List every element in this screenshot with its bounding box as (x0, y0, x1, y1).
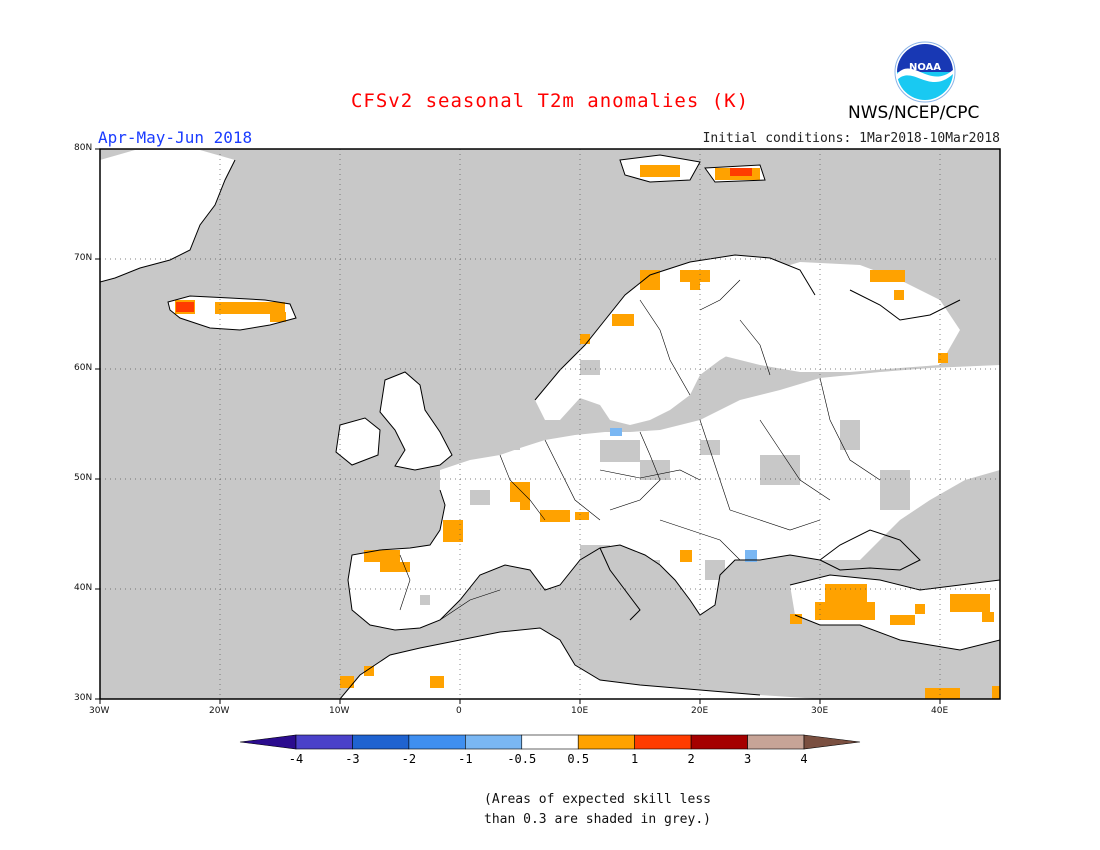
legend-label: 4 (800, 752, 807, 766)
lon-label-20e: 20E (691, 706, 709, 716)
lon-label-40e: 40E (931, 706, 949, 716)
skill-note: (Areas of expected skill less than 0.3 a… (0, 790, 1100, 830)
great-britain (380, 372, 452, 470)
legend-label: 2 (687, 752, 694, 766)
lon-label-10e: 10E (571, 706, 589, 716)
noaa-logo-text: NOAA (909, 62, 941, 73)
legend-label: -2 (402, 752, 416, 766)
negative-anomaly-cells (610, 428, 757, 562)
legend-label: -3 (345, 752, 359, 766)
legend-bar (239, 734, 861, 750)
forecast-period: Apr-May-Jun 2018 (98, 128, 253, 147)
skill-note-line-1: (Areas of expected skill less (484, 792, 711, 807)
legend-swatch (295, 734, 353, 750)
north-africa (340, 628, 820, 699)
legend-label: -4 (289, 752, 303, 766)
country-borders (399, 279, 881, 621)
lon-label-10w: 10W (329, 706, 350, 716)
legend-label: -1 (458, 752, 472, 766)
legend-swatch (577, 734, 635, 750)
lat-label-50n: 50N (74, 473, 93, 483)
legend-arrow-low (239, 734, 297, 750)
lat-label-40n: 40N (74, 583, 93, 593)
legend-label: 1 (631, 752, 638, 766)
positive-anomaly-cells (175, 165, 1000, 699)
legend-label: 0.5 (567, 752, 589, 766)
legend-arrow-high (803, 734, 861, 750)
northwest-russia (720, 262, 960, 372)
lon-label-0: 0 (456, 706, 462, 716)
lon-label-20w: 20W (209, 706, 230, 716)
lat-label-80n: 80N (74, 143, 93, 153)
legend-swatch (352, 734, 410, 750)
greenland (100, 150, 235, 282)
lat-label-70n: 70N (74, 253, 93, 263)
legend-labels: -4 -3 -2 -1 -0.5 0.5 1 2 3 4 (289, 752, 808, 766)
initial-conditions: Initial conditions: 1Mar2018-10Mar2018 (702, 131, 1000, 146)
legend-swatch (634, 734, 692, 750)
map-frame (99, 148, 1001, 700)
legend-swatch (408, 734, 466, 750)
agency-label: NWS/NCEP/CPC (848, 103, 980, 123)
legend-label: -0.5 (507, 752, 536, 766)
legend-swatch (747, 734, 805, 750)
lat-label-30n: 30N (74, 693, 93, 703)
legend-swatch (690, 734, 748, 750)
strong-anomaly-cells (176, 168, 752, 312)
continental-europe (348, 365, 1000, 630)
map-title: CFSv2 seasonal T2m anomalies (K) (350, 90, 750, 112)
ireland (336, 418, 380, 465)
skill-note-line-2: than 0.3 are shaded in grey.) (484, 812, 711, 827)
lon-label-30w: 30W (89, 706, 110, 716)
legend-label: 3 (744, 752, 751, 766)
legend-swatch (465, 734, 523, 750)
legend-swatch (521, 734, 579, 750)
axis-ticks (95, 148, 941, 704)
lon-label-30e: 30E (811, 706, 829, 716)
coastlines (100, 154, 1000, 699)
noaa-logo-icon: NOAA (894, 41, 956, 103)
lat-lon-grid (100, 149, 1000, 699)
lat-label-60n: 60N (74, 363, 93, 373)
